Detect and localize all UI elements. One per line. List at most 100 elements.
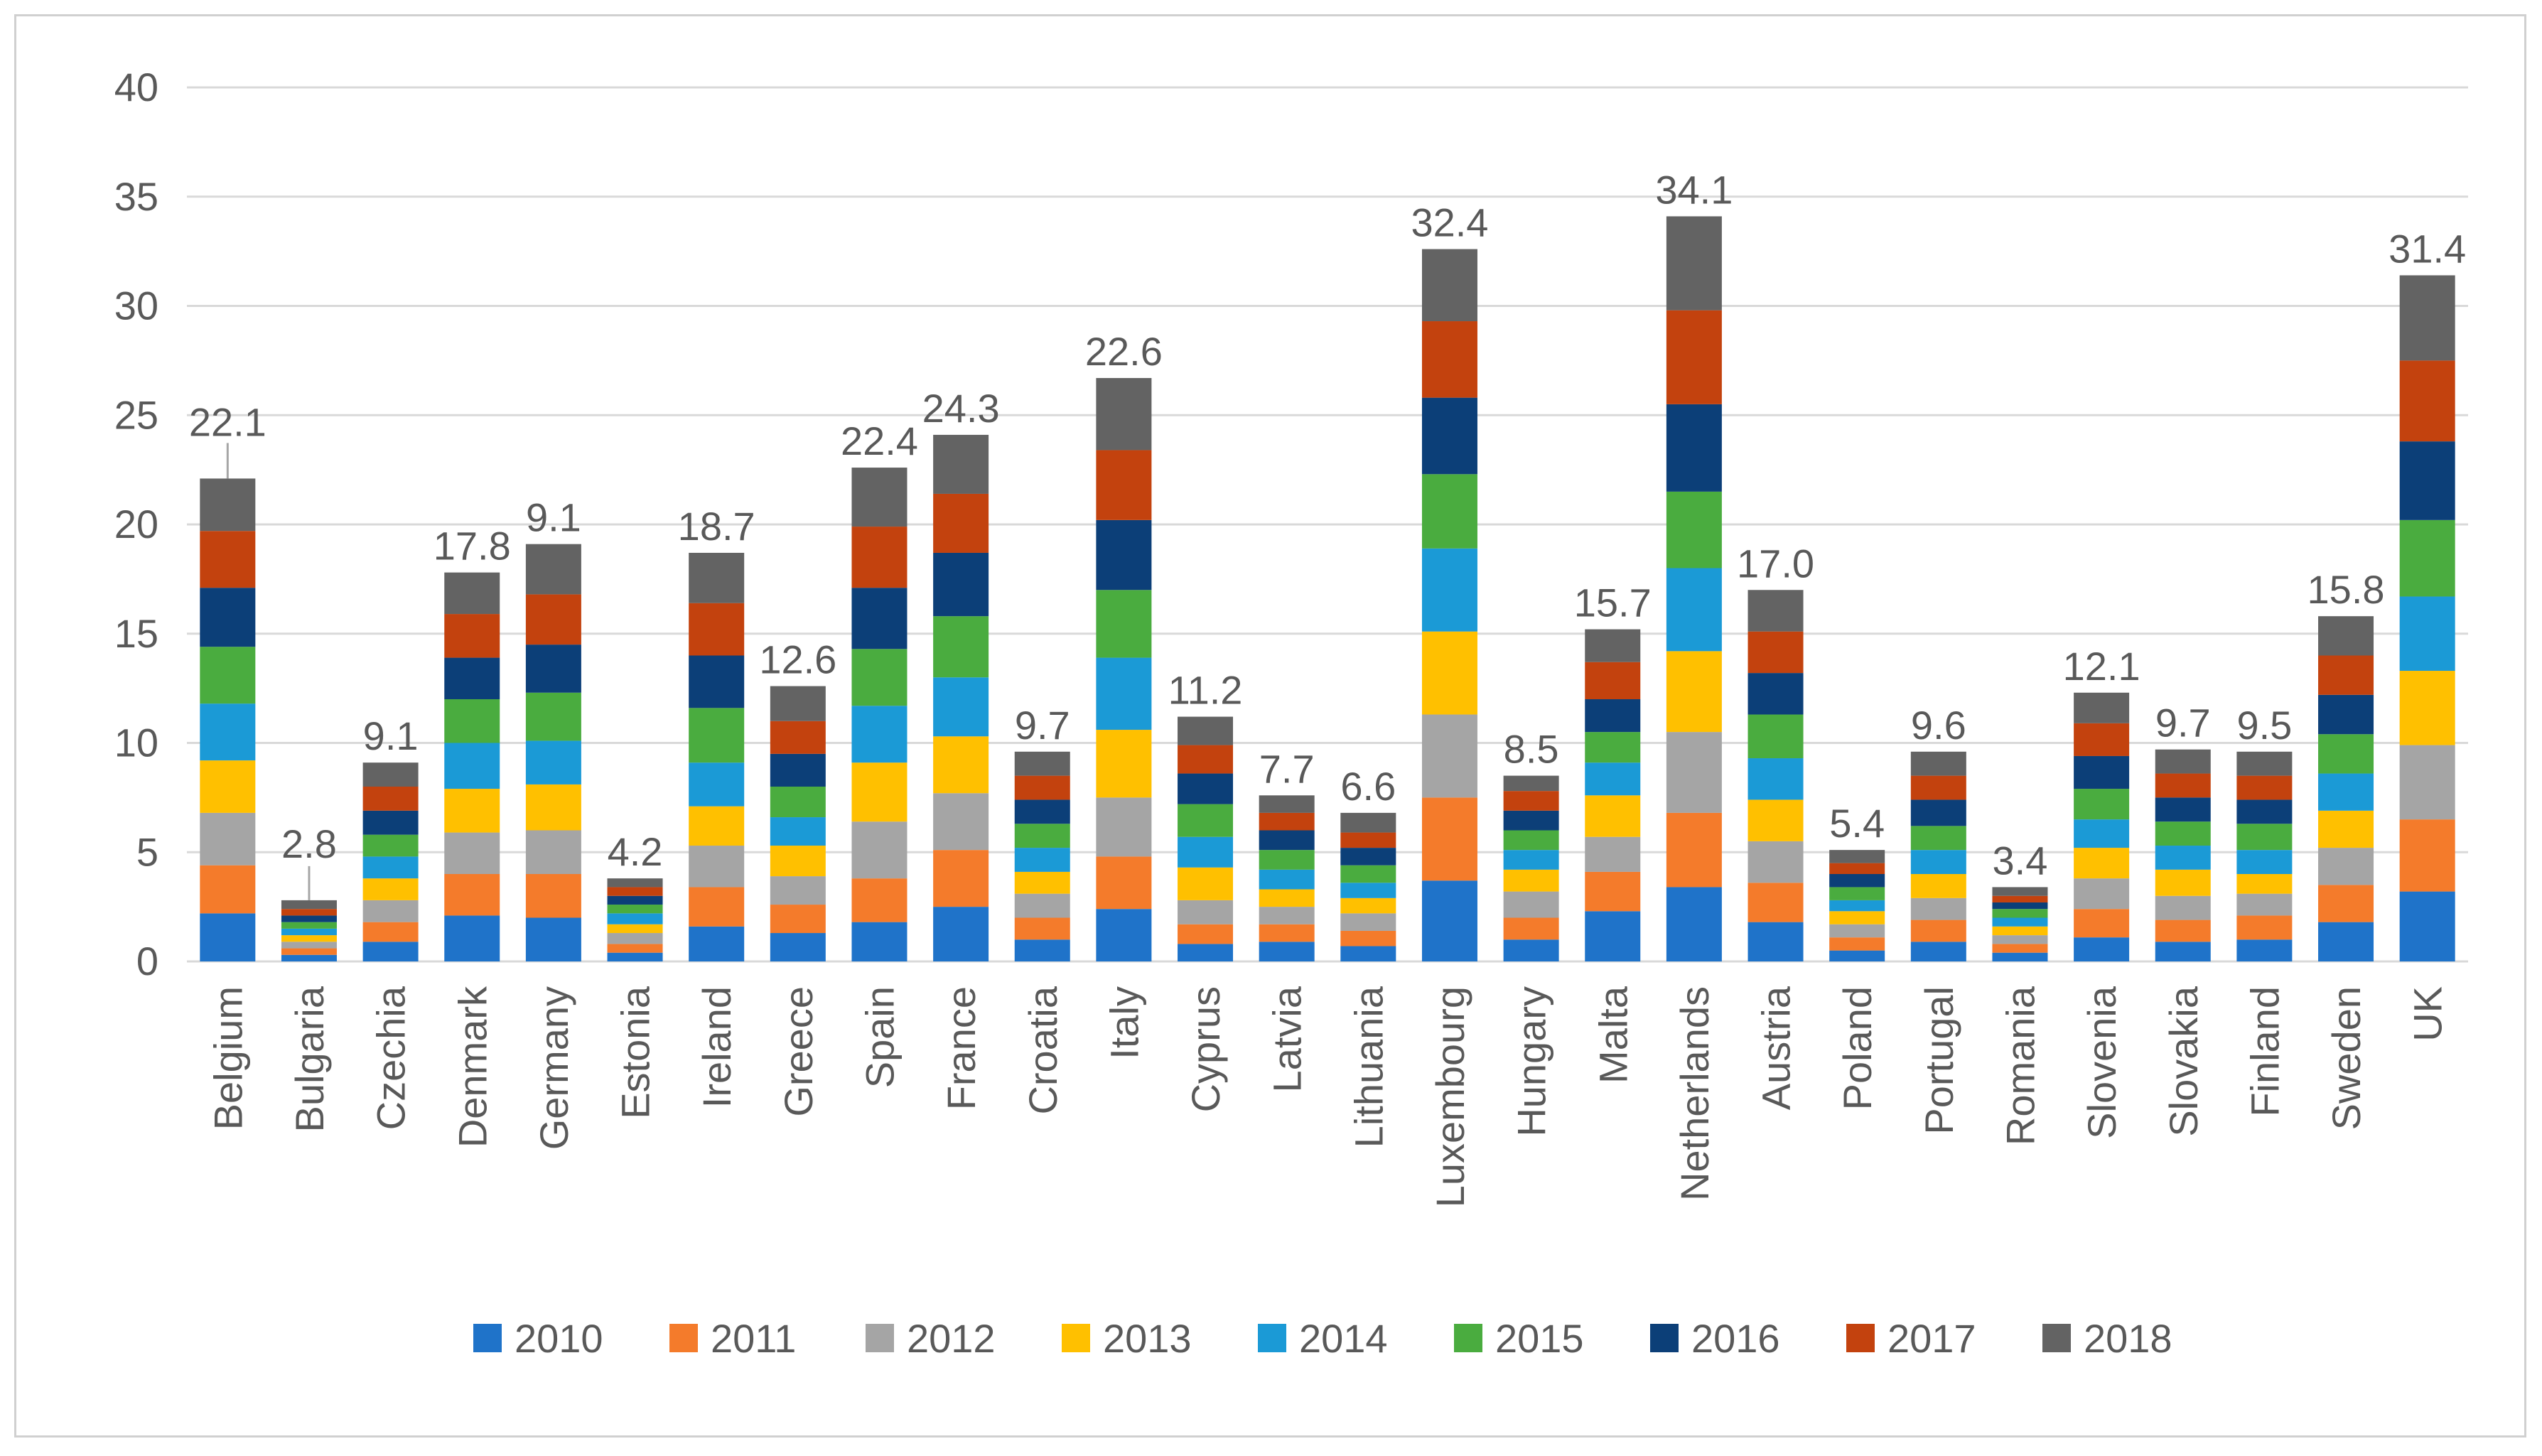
bar-segment [444,657,500,699]
x-tick-label: Czechia [369,986,414,1130]
bar-segment [933,793,989,851]
bar-segment [1747,631,1804,674]
legend-label: 2018 [2084,1316,2172,1361]
bar-segment [607,895,663,905]
bar-segment [607,933,663,944]
bar-segment [1666,887,1722,961]
bar-segment [689,762,745,807]
stacked-bar-chart: 0 5 10 15 20 25 30 35 40 22.1 2.8 9.1 17.8 9.1 4.2 18.… [114,65,2468,1361]
data-label: 17.8 [433,524,511,568]
bar-segment [362,810,419,835]
data-label: 8.5 [1504,727,1559,772]
bar-segment [1014,917,1070,940]
bar-segment [362,762,419,787]
bar-stack [281,900,337,961]
bar-segment [2399,596,2455,672]
bar-segment [1503,791,1559,811]
bar-segment [2074,789,2130,820]
bar-segment [770,933,826,961]
x-axis-labels: Belgium Bulgaria Czechia Denmark Germany Esto… [205,986,2450,1207]
bar-stack [1259,795,1315,961]
bar-stack [1178,716,1234,961]
legend-swatch [473,1324,502,1352]
bar-segment [1992,909,2048,918]
bar-segment [200,647,256,704]
bar-segment [2155,749,2211,774]
data-label: 24.3 [922,386,1000,431]
bar-segment [1340,930,1396,947]
bar-segment [689,846,745,888]
x-tick-label: Ireland [694,986,739,1108]
legend-item: 2015 [1454,1316,1584,1361]
bar-segment [1178,900,1234,924]
data-labels: 22.1 2.8 9.1 17.8 9.1 4.2 18.7 12.6 22.424.3 9.7 2… [189,167,2466,900]
bar-stack [1910,751,1966,961]
bar-segment [1503,917,1559,940]
bar-segment [1178,716,1234,745]
bar-stack [2074,692,2130,961]
bar-segment [607,878,663,888]
bar-segment [1666,568,1722,652]
legend-label: 2016 [1691,1316,1780,1361]
bar-segment [933,677,989,737]
bar-stack [1340,812,1396,961]
x-tick-label: Latvia [1265,986,1310,1092]
bar-segment [281,922,337,929]
bar-segment [1747,714,1804,759]
bar-segment [1340,832,1396,848]
bar-segment [689,655,745,708]
bar-segment [770,686,826,721]
bar-segment [2236,824,2293,851]
legend-label: 2014 [1299,1316,1388,1361]
bar-segment [689,926,745,961]
bar-segment [1421,631,1477,715]
x-tick-label: Estonia [613,986,658,1119]
bar-segment [2399,891,2455,961]
bar-segment [1992,952,2048,961]
x-tick-label: Cyprus [1183,986,1228,1112]
bar-segment [1421,249,1477,322]
bar-segment [1910,942,1966,961]
bar-segment [607,952,663,961]
bar-segment [1259,850,1315,870]
bar-stack [2236,751,2293,961]
bar-segment [2074,848,2130,879]
bar-segment [1259,942,1315,961]
bar-segment [362,878,419,900]
bar-segment [1178,924,1234,944]
x-tick-label: Denmark [450,986,495,1148]
bar-segment [1503,891,1559,918]
bar-segment [1910,775,1966,800]
bar-segment [770,721,826,754]
bar-segment [2236,893,2293,916]
data-label: 9.7 [2155,701,2211,745]
y-tick-label: 35 [114,174,158,219]
bar-segment [1992,935,2048,944]
bar-segment [1666,651,1722,733]
bar-segment [770,753,826,787]
bar-stack [1829,850,1885,961]
bar-stack [1503,775,1559,961]
bar-segment [1829,850,1885,863]
x-tick-label: Slovenia [2079,986,2124,1139]
bar-segment [281,915,337,922]
x-tick-label: Poland [1835,986,1880,1110]
legend-item: 2016 [1650,1316,1780,1361]
bar-segment [851,527,908,588]
bar-segment [2236,915,2293,940]
data-label: 9.1 [363,713,419,758]
bar-segment [525,874,581,918]
y-tick-label: 20 [114,502,158,546]
bar-segment [2155,846,2211,870]
y-tick-label: 40 [114,65,158,109]
data-label: 2.8 [281,821,337,866]
bar-stack [1585,629,1641,961]
bar-segment [525,830,581,874]
bar-segment [1666,491,1722,568]
bar-segment [2318,885,2374,922]
x-tick-label: Malta [1590,986,1635,1084]
data-label: 15.8 [2307,567,2385,612]
bar-segment [1096,377,1152,451]
bar-stack [1666,216,1722,961]
bar-segment [1259,907,1315,924]
